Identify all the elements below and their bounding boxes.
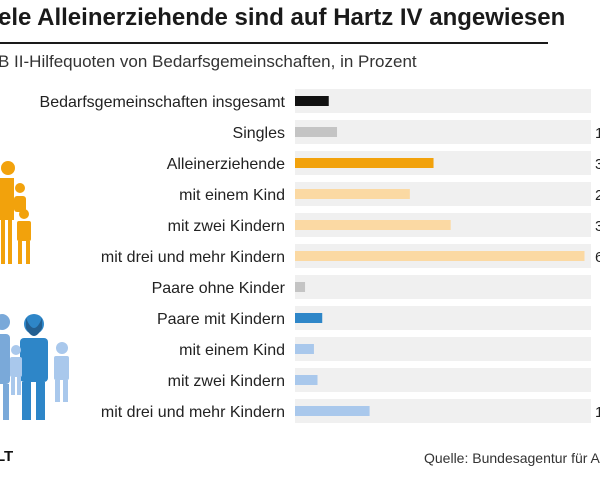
single-parent-family-icon [0, 161, 31, 264]
bar [295, 251, 585, 261]
bar [295, 406, 370, 416]
category-label: Paare ohne Kinder [152, 280, 286, 297]
category-label: mit einem Kind [179, 342, 285, 359]
category-label: mit drei und mehr Kindern [101, 404, 285, 421]
couple-family-icon [0, 314, 69, 420]
category-label: mit zwei Kindern [168, 218, 285, 235]
bar-track [295, 306, 591, 330]
bar [295, 96, 329, 106]
bar [295, 189, 410, 199]
bar [295, 313, 323, 323]
illustrations [0, 161, 69, 420]
bar [295, 344, 314, 354]
category-label: Paare mit Kindern [157, 311, 285, 328]
bar [295, 220, 451, 230]
bar [295, 375, 318, 385]
publisher-logo: LT [0, 448, 14, 465]
category-label: mit einem Kind [179, 187, 285, 204]
value-label: 1 [595, 404, 600, 421]
bar-track [295, 89, 591, 113]
source-note: Quelle: Bundesagentur für A [424, 450, 600, 466]
bar [295, 158, 434, 168]
bar-track [295, 368, 591, 392]
bar-track [295, 120, 591, 144]
chart-subtitle: B II-Hilfequoten von Bedarfsgemeinschaft… [0, 52, 417, 71]
category-label: Alleinerziehende [167, 156, 285, 173]
category-label: Bedarfsgemeinschaften insgesamt [40, 94, 286, 111]
category-label: Singles [233, 125, 285, 142]
value-label: 3 [595, 156, 600, 173]
value-label: 3 [595, 218, 600, 235]
category-label: mit zwei Kindern [168, 373, 285, 390]
chart-title: ele Alleinerziehende sind auf Hartz IV a… [0, 4, 566, 31]
category-label: mit drei und mehr Kindern [101, 249, 285, 266]
title-divider [0, 42, 548, 44]
bar-track [295, 275, 591, 299]
bar [295, 127, 338, 137]
value-label: 6 [595, 249, 600, 266]
bar [295, 282, 306, 292]
value-label: 1 [595, 125, 600, 142]
value-label: 2 [595, 187, 600, 204]
bar-track [295, 337, 591, 361]
